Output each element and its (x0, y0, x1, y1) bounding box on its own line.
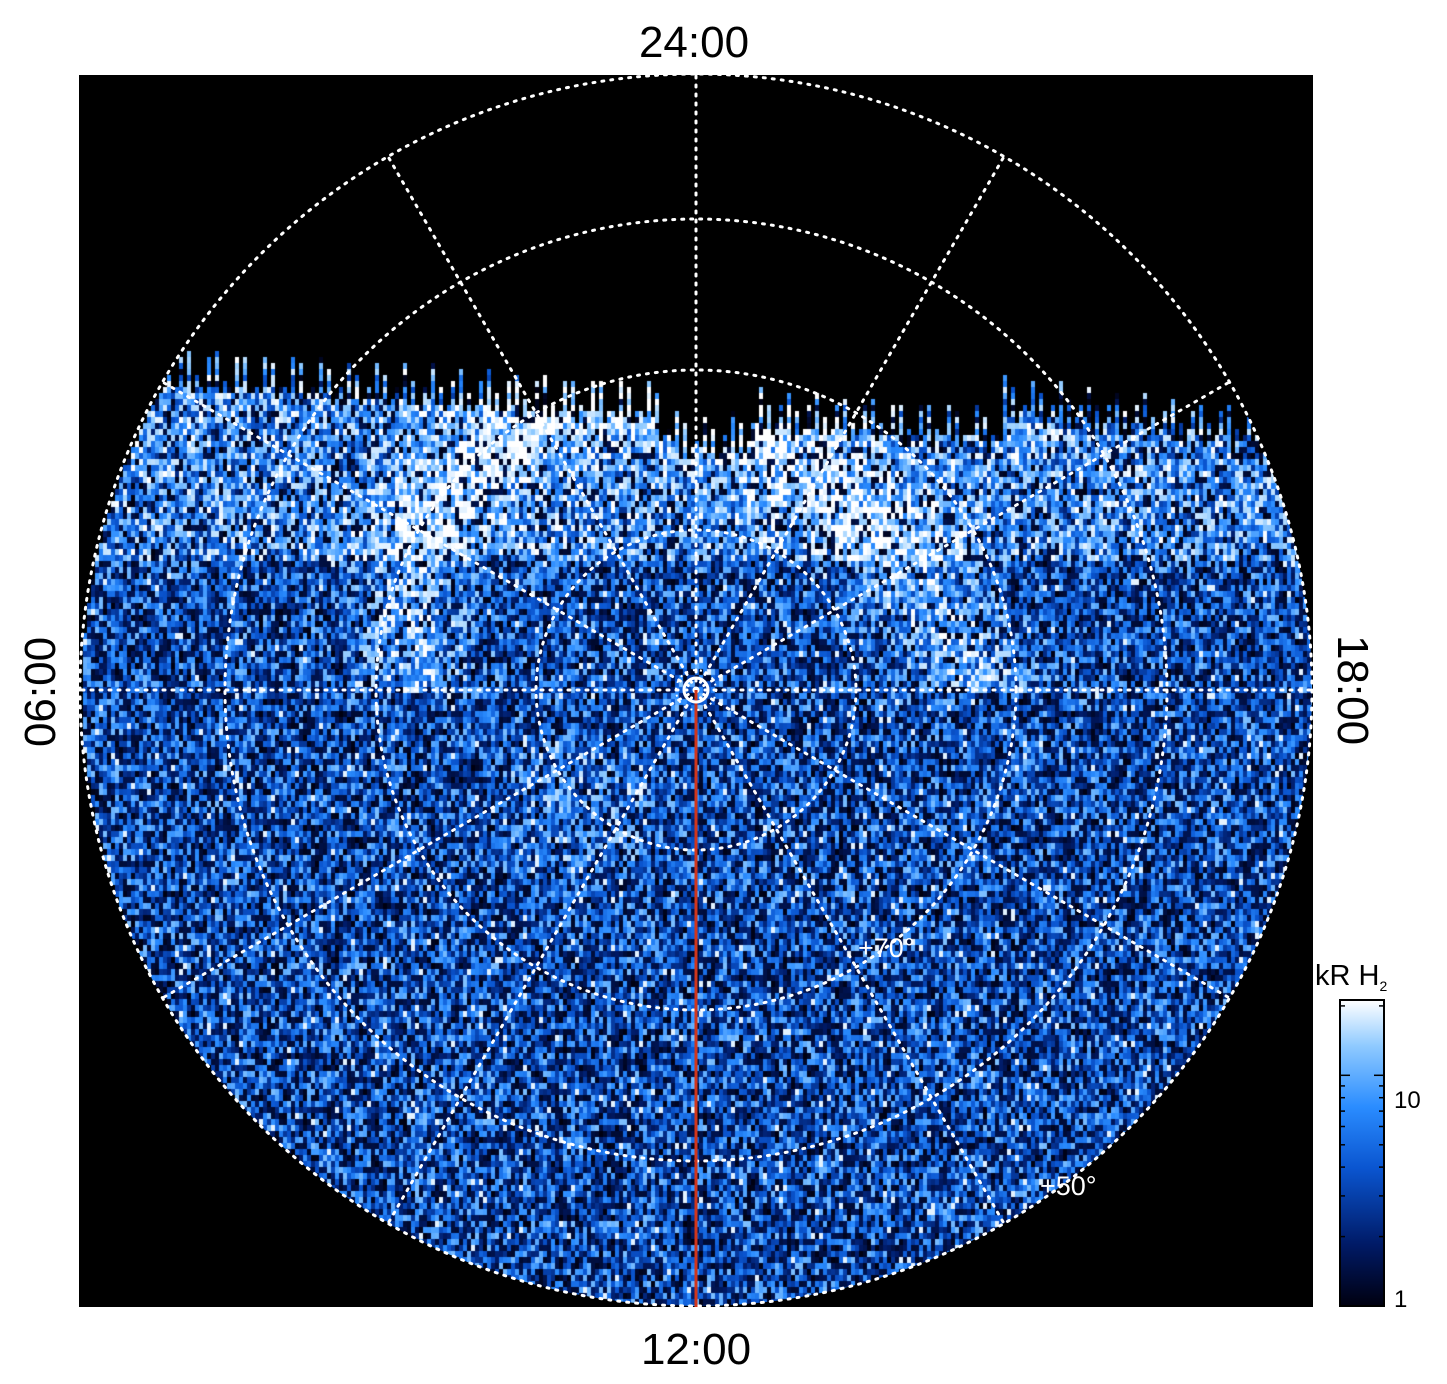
meridian-line (386, 688, 698, 1225)
meridian-line (694, 688, 1006, 1225)
latitude-circle-outer (79, 75, 1313, 1307)
latitude-label-70: +70° (858, 933, 915, 963)
colorbar-ticks (1340, 1005, 1384, 1307)
colorbar-title: kR H2 (1315, 960, 1387, 994)
local-time-label-top: 24:00 (639, 18, 749, 67)
colorbar-tick-label-1: 1 (1394, 1286, 1407, 1313)
local-time-label-right: 18:00 (1328, 635, 1377, 745)
local-time-label-left: 06:00 (16, 637, 65, 747)
meridian-line (694, 155, 1006, 692)
colorbar-tick-label-10: 10 (1394, 1087, 1421, 1114)
meridian-line (161, 380, 698, 692)
colorbar: kR H2 10 1 (1315, 960, 1421, 1313)
meridian-line (694, 380, 1231, 692)
meridian-line (694, 688, 1231, 1000)
latitude-label-50: +50° (1040, 1171, 1097, 1201)
meridian-line (161, 688, 698, 1000)
latitude-circle-60 (374, 368, 1018, 1012)
pole-marker (675, 669, 717, 711)
local-time-label-bottom: 12:00 (641, 1325, 751, 1374)
colorbar-gradient (1339, 999, 1385, 1307)
meridian-line (386, 155, 698, 692)
